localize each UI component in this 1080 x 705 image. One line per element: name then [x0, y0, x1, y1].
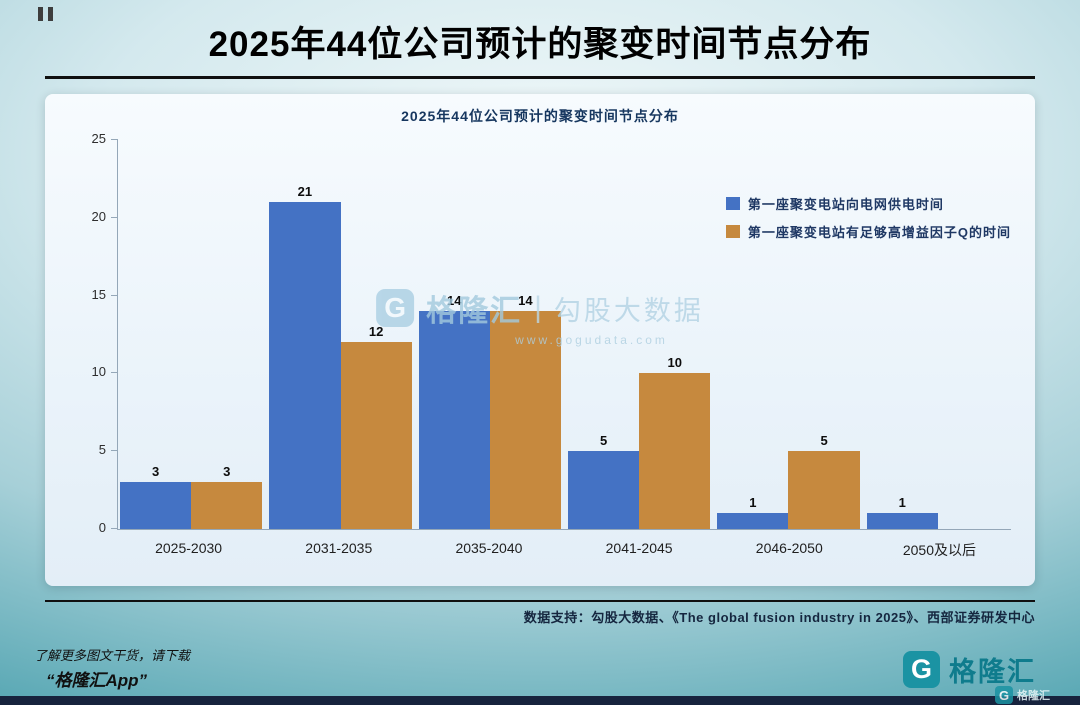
- x-axis-labels: 2025-2030 2031-2035 2035-2040 2041-2045 2046…: [117, 540, 1011, 560]
- y-axis-tick-label: 5: [98, 442, 106, 458]
- x-axis-label: 2025-2030: [155, 540, 223, 556]
- legend-item: 第一座聚变电站有足够高增益因子Q的时间: [725, 222, 1011, 241]
- bar-group: 5 10: [567, 140, 711, 529]
- bar-slot: 12: [340, 140, 412, 529]
- bar-slot: 14: [418, 140, 490, 529]
- chart-panel: 2025年44位公司预计的聚变时间节点分布 3 3 21 12 14 14 5 10 1 5 1 0…: [45, 94, 1035, 586]
- bar-value-label: 3: [151, 464, 160, 480]
- bar: [418, 311, 490, 529]
- bar-slot: 3: [120, 140, 192, 529]
- gelonghui-logo-icon: G: [903, 651, 940, 688]
- y-axis-tick: 20: [92, 209, 118, 224]
- plot-area: 3 3 21 12 14 14 5 10 1 5 1 0 5 10 15 20 25: [92, 131, 1011, 535]
- bar-value-label: 21: [297, 184, 313, 200]
- promo-text: 了解更多图文干货，请下载: [34, 648, 191, 663]
- bar-value-label: 3: [223, 464, 231, 480]
- bar: [489, 311, 561, 529]
- x-axis-label: 2046-2050: [755, 540, 823, 556]
- bar-group: 14 14: [418, 140, 561, 529]
- bar-value-label: 1: [749, 495, 757, 511]
- bar-slot: 1: [717, 140, 789, 529]
- bar-value-label: 12: [368, 324, 384, 340]
- y-axis-tick-label: 10: [91, 364, 106, 380]
- x-axis-label: 2035-2040: [455, 540, 523, 556]
- bar-slot: 21: [269, 140, 341, 529]
- bar: [191, 482, 263, 529]
- bottom-bar: [0, 696, 1080, 705]
- bar: [340, 342, 412, 529]
- bar-group: 1: [866, 140, 1009, 529]
- y-axis-tick: 25: [92, 131, 118, 146]
- y-axis-tick-label: 25: [91, 131, 106, 146]
- chart-title: 2025年44位公司预计的聚变时间节点分布: [401, 108, 679, 124]
- title-underline: [45, 76, 1035, 79]
- decorative-marks: [38, 7, 53, 21]
- bar-value-label: 1: [898, 495, 906, 511]
- footer-divider: [45, 600, 1035, 602]
- bar-slot: 5: [567, 140, 640, 529]
- page-title: 2025年44位公司预计的聚变时间节点分布: [208, 25, 872, 64]
- bar: [717, 513, 789, 529]
- legend-label: 第一座聚变电站有足够高增益因子Q的时间: [747, 225, 1011, 240]
- brand-name: 格隆汇: [949, 657, 1036, 687]
- gelonghui-logo-icon: G: [995, 686, 1013, 704]
- promo-app-name: “格隆汇App”: [46, 671, 148, 690]
- bars-container: 3 3 21 12 14 14 5 10 1 5 1: [118, 140, 1011, 529]
- bar: [567, 451, 640, 529]
- decorative-bar: [38, 7, 43, 21]
- bar-value-label: 5: [820, 433, 828, 449]
- decorative-bar: [48, 7, 53, 21]
- bar-group: 21 12: [269, 140, 412, 529]
- y-axis-tick: 10: [92, 364, 118, 379]
- brand-logo: G 格隆汇: [903, 650, 1036, 689]
- legend-label: 第一座聚变电站向电网供电时间: [747, 197, 944, 212]
- legend-item: 第一座聚变电站向电网供电时间: [725, 194, 1011, 213]
- bar-slot: 14: [489, 140, 561, 529]
- legend-swatch-blue: [725, 197, 740, 210]
- y-axis-tick-label: 20: [91, 208, 106, 224]
- legend-swatch-orange: [725, 225, 740, 238]
- bar: [639, 373, 711, 529]
- corner-logo-stamp: G 格隆汇: [995, 686, 1050, 704]
- bar: [788, 451, 860, 529]
- bar-value-label: 5: [599, 433, 608, 449]
- header: 2025年44位公司预计的聚变时间节点分布: [45, 16, 1035, 67]
- y-axis-tick-label: 0: [98, 520, 106, 535]
- bar: [269, 202, 341, 529]
- y-axis-tick: 0: [99, 520, 118, 535]
- data-source-text: 数据支持：勾股大数据、《The global fusion industry i…: [523, 610, 1035, 625]
- x-axis-label: 2031-2035: [305, 540, 373, 556]
- bar-slot: 10: [639, 140, 711, 529]
- bar-value-label: 10: [667, 355, 682, 371]
- bar-slot: 5: [788, 140, 860, 529]
- y-axis-tick: 5: [99, 442, 118, 457]
- x-axis-label: 2050及以后: [902, 542, 977, 558]
- bar-slot: 3: [191, 140, 263, 529]
- bar: [120, 482, 192, 529]
- legend: 第一座聚变电站向电网供电时间 第一座聚变电站有足够高增益因子Q的时间: [725, 194, 1011, 241]
- bar-value-label: 14: [518, 293, 533, 309]
- bar-value-label: 14: [447, 293, 462, 309]
- y-axis-tick-label: 15: [91, 286, 106, 302]
- bar: [866, 513, 938, 529]
- y-axis-tick: 15: [92, 287, 118, 302]
- stamp-brand-name: 格隆汇: [1017, 690, 1050, 702]
- x-axis-label: 2041-2045: [605, 540, 673, 556]
- bar-slot: 1: [866, 140, 938, 529]
